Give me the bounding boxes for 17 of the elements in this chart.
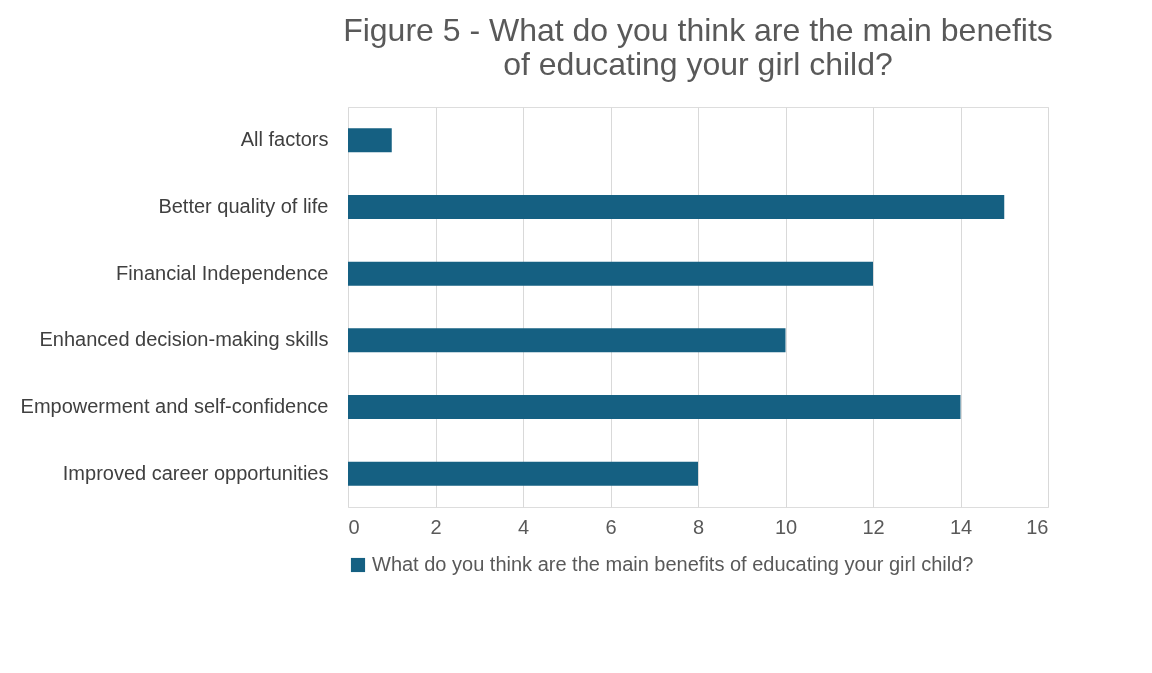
y-tick-label: Empowerment and self-confidence [20, 395, 329, 417]
legend-label: What do you think are the main benefits of educating your girl child? [372, 553, 974, 575]
y-tick-label: Enhanced decision-making skills [39, 328, 329, 351]
y-tick-label: Improved career opportunities [62, 461, 329, 484]
x-tick-label: 0 [348, 515, 360, 538]
x-tick-label: 14 [949, 515, 973, 538]
x-tick-label: 16 [1026, 515, 1049, 538]
x-tick-label: 8 [692, 515, 705, 538]
chart-title: Figure 5 - What do you think are the main benefits of educating your girl child? [343, 12, 1053, 82]
x-tick-label: 12 [862, 515, 885, 538]
x-tick-label: 4 [517, 515, 530, 538]
x-tick-label: 2 [430, 515, 442, 538]
y-tick-label: All factors [240, 128, 329, 151]
y-tick-label: Better quality of life [158, 195, 329, 217]
x-tick-label: 6 [605, 515, 617, 538]
x-tick-label: 10 [774, 515, 798, 538]
y-tick-label: Financial Independence [116, 261, 329, 284]
